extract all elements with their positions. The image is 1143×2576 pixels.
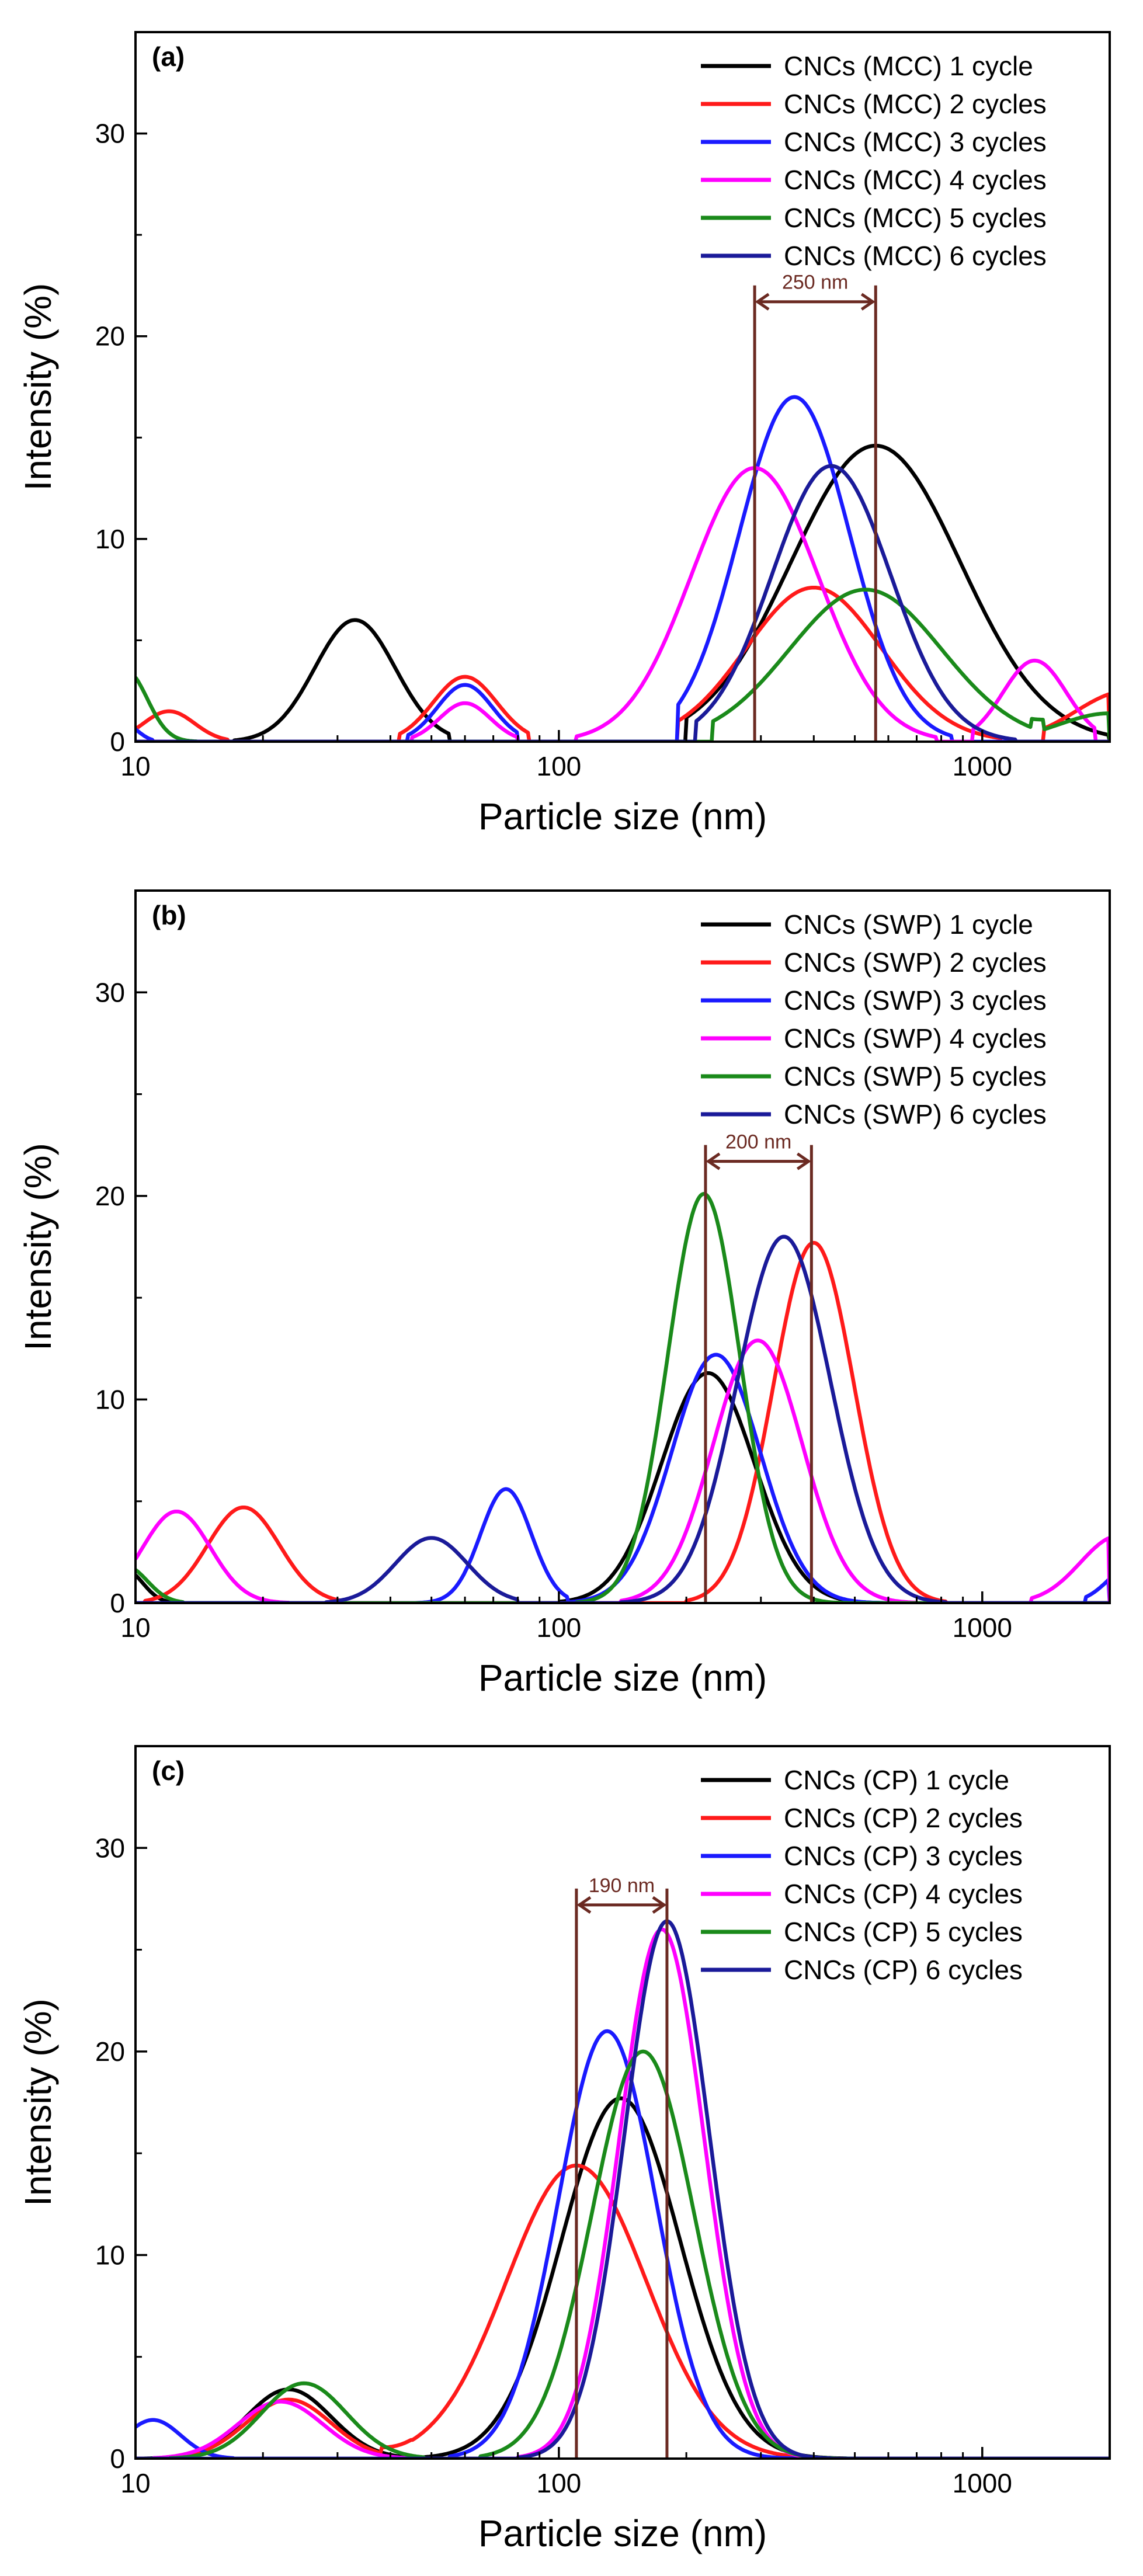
chart-1-legend-label-3: CNCs (MCC) 3 cycles <box>784 127 1047 157</box>
chart-3-x-axis-title: Particle size (nm) <box>478 2512 767 2554</box>
chart-3-x-tick-label: 10 <box>120 2468 150 2498</box>
chart-2-y-tick-label: 20 <box>95 1181 125 1211</box>
chart-2-annotation: 200 nm <box>704 1131 813 1603</box>
chart-1-annotation-arrowhead-left <box>755 293 770 311</box>
chart-2-y-tick-label: 0 <box>110 1588 125 1618</box>
chart-3-series-5-line <box>136 2049 1110 2459</box>
chart-1-x-tick-label: 10 <box>120 751 150 781</box>
chart-1-series <box>136 395 1110 742</box>
chart-3-series-2-line <box>136 2163 1110 2459</box>
chart-3-series-1-line <box>136 2096 1110 2459</box>
chart-2-x-tick-label: 10 <box>120 1612 150 1643</box>
chart-3-y-tick-label: 20 <box>95 2036 125 2067</box>
chart-2-y-tick-label: 10 <box>95 1384 125 1414</box>
chart-2-legend-label-1: CNCs (SWP) 1 cycle <box>784 909 1033 940</box>
chart-1-y-tick-label: 10 <box>95 524 125 554</box>
chart-3-annotation-arrowhead-left <box>576 1896 592 1914</box>
chart-3-legend: CNCs (CP) 1 cycle CNCs (CP) 2 cycles CNCs … <box>701 1765 1023 1985</box>
chart-3-legend-label-3: CNCs (CP) 3 cycles <box>784 1841 1023 1871</box>
chart-3-annotation-arrowhead-right <box>652 1896 667 1914</box>
chart-2-legend-label-6: CNCs (SWP) 6 cycles <box>784 1099 1047 1129</box>
chart-2-legend-label-5: CNCs (SWP) 5 cycles <box>784 1061 1047 1091</box>
chart-3-legend-label-6: CNCs (CP) 6 cycles <box>784 1955 1023 1985</box>
chart-1-legend-label-5: CNCs (MCC) 5 cycles <box>784 203 1047 233</box>
chart-2-x-tick-label: 100 <box>537 1612 582 1643</box>
chart-3-y-tick-label: 30 <box>95 1833 125 1863</box>
chart-1-y-axis-title: Intensity (%) <box>17 283 59 491</box>
chart-3-annotation: 190 nm <box>575 1875 669 2459</box>
chart-1-legend-label-4: CNCs (MCC) 4 cycles <box>784 165 1047 195</box>
chart-1-y-tick-label: 30 <box>95 119 125 149</box>
chart-2-legend-label-2: CNCs (SWP) 2 cycles <box>784 947 1047 978</box>
chart-3-panel-label: (c) <box>152 1755 185 1786</box>
chart-2-annotation-arrowhead-left <box>706 1152 721 1170</box>
chart-1-y-tick-label: 20 <box>95 321 125 352</box>
chart-1-series-2-line <box>136 585 1110 742</box>
chart-2-series-1-line <box>136 1371 1110 1603</box>
chart-3-series-4-line <box>136 1927 1110 2459</box>
chart-1-y-axis: 0 10 20 30 <box>95 119 147 757</box>
chart-3-y-axis-title: Intensity (%) <box>17 1998 59 2206</box>
chart-3-annotation-label: 190 nm <box>589 1875 655 1897</box>
chart-1-x-tick-label: 100 <box>537 751 582 781</box>
chart-1-annotation: 250 nm <box>753 272 877 742</box>
chart-2-annotation-arrowhead-right <box>796 1152 811 1170</box>
chart-1-x-tick-label: 1000 <box>953 751 1012 781</box>
chart-2-panel-label: (b) <box>152 900 186 930</box>
chart-1-series-3-line <box>136 395 1110 742</box>
chart-3-y-axis: 0 10 20 30 <box>95 1833 147 2474</box>
chart-2-y-axis: 0 10 20 30 <box>95 977 147 1618</box>
chart-1-series-5-line <box>136 587 1110 742</box>
chart-2-legend: CNCs (SWP) 1 cycle CNCs (SWP) 2 cycles CNC… <box>701 909 1047 1129</box>
chart-1-y-tick-label: 0 <box>110 726 125 757</box>
chart-3-legend-label-5: CNCs (CP) 5 cycles <box>784 1917 1023 1947</box>
chart-3-legend-label-1: CNCs (CP) 1 cycle <box>784 1765 1009 1795</box>
chart-1-series-4-line <box>136 466 1110 742</box>
chart-2-plot-frame <box>134 889 1111 1604</box>
chart-3-legend-label-2: CNCs (CP) 2 cycles <box>784 1803 1023 1833</box>
chart-2-series-5-line <box>136 1192 1110 1603</box>
chart-1-legend-label-2: CNCs (MCC) 2 cycles <box>784 89 1047 119</box>
chart-3-y-tick-label: 0 <box>110 2443 125 2474</box>
chart-2-x-axis-title: Particle size (nm) <box>478 1657 767 1699</box>
chart-2-legend-label-4: CNCs (SWP) 4 cycles <box>784 1023 1047 1054</box>
chart-1-series-6-line <box>136 464 1110 742</box>
chart-2-y-axis-title: Intensity (%) <box>17 1143 59 1351</box>
chart-2-series-2-line <box>136 1240 1110 1603</box>
chart-3-legend-label-4: CNCs (CP) 4 cycles <box>784 1879 1023 1909</box>
chart-1-legend-label-1: CNCs (MCC) 1 cycle <box>784 51 1033 81</box>
chart-3-y-tick-label: 10 <box>95 2240 125 2270</box>
chart-1-legend: CNCs (MCC) 1 cycle CNCs (MCC) 2 cycles CNC… <box>701 51 1047 271</box>
chart-2-legend-label-3: CNCs (SWP) 3 cycles <box>784 985 1047 1016</box>
chart-3-series-3-line <box>136 2029 1110 2459</box>
chart-1-x-axis: 10 100 1000 <box>120 730 1012 781</box>
chart-3-x-tick-label: 100 <box>537 2468 582 2498</box>
chart-1-annotation-label: 250 nm <box>782 272 848 294</box>
chart-1-panel-label: (a) <box>152 41 185 72</box>
chart-2-series-3-line <box>136 1353 1110 1603</box>
chart-3-plot-frame <box>134 1745 1111 2460</box>
chart-1-x-axis-title: Particle size (nm) <box>478 795 767 837</box>
chart-1-plot-frame <box>134 31 1111 743</box>
chart-1-annotation-arrowhead-right <box>860 293 876 311</box>
chart-3-series <box>136 1919 1110 2459</box>
chart-2-y-tick-label: 30 <box>95 977 125 1007</box>
chart-3-x-tick-label: 1000 <box>953 2468 1012 2498</box>
chart-3-series-6-line <box>136 1919 1110 2459</box>
chart-2-annotation-label: 200 nm <box>725 1131 791 1153</box>
chart-3-x-axis: 10 100 1000 <box>120 2447 1012 2498</box>
chart-1-legend-label-6: CNCs (MCC) 6 cycles <box>784 241 1047 271</box>
chart-2-x-axis: 10 100 1000 <box>120 1591 1012 1643</box>
chart-2-x-tick-label: 1000 <box>953 1612 1012 1643</box>
chart-1-series-1-line <box>136 443 1110 742</box>
chart-2-series <box>136 1192 1110 1603</box>
